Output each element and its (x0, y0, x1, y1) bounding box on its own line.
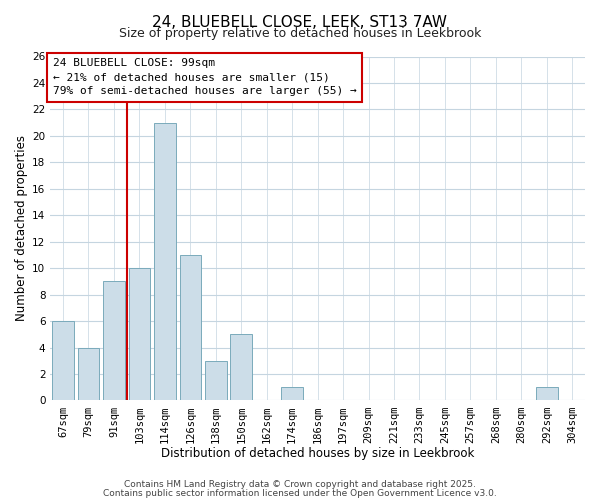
Text: Size of property relative to detached houses in Leekbrook: Size of property relative to detached ho… (119, 28, 481, 40)
Text: Contains public sector information licensed under the Open Government Licence v3: Contains public sector information licen… (103, 490, 497, 498)
Bar (205, 361, 227, 401)
Y-axis label: Number of detached properties: Number of detached properties (15, 136, 28, 322)
Bar (103, 282, 125, 401)
Bar (281, 387, 303, 400)
Text: Contains HM Land Registry data © Crown copyright and database right 2025.: Contains HM Land Registry data © Crown c… (124, 480, 476, 489)
Text: 24, BLUEBELL CLOSE, LEEK, ST13 7AW: 24, BLUEBELL CLOSE, LEEK, ST13 7AW (152, 15, 448, 30)
Bar (536, 387, 557, 400)
Text: 24 BLUEBELL CLOSE: 99sqm
← 21% of detached houses are smaller (15)
79% of semi-d: 24 BLUEBELL CLOSE: 99sqm ← 21% of detach… (53, 58, 357, 96)
Bar (179, 255, 201, 400)
Bar (77, 348, 99, 401)
Bar (230, 334, 252, 400)
Bar (154, 122, 176, 400)
X-axis label: Distribution of detached houses by size in Leekbrook: Distribution of detached houses by size … (161, 447, 475, 460)
Bar (128, 268, 150, 400)
Bar (52, 321, 74, 400)
